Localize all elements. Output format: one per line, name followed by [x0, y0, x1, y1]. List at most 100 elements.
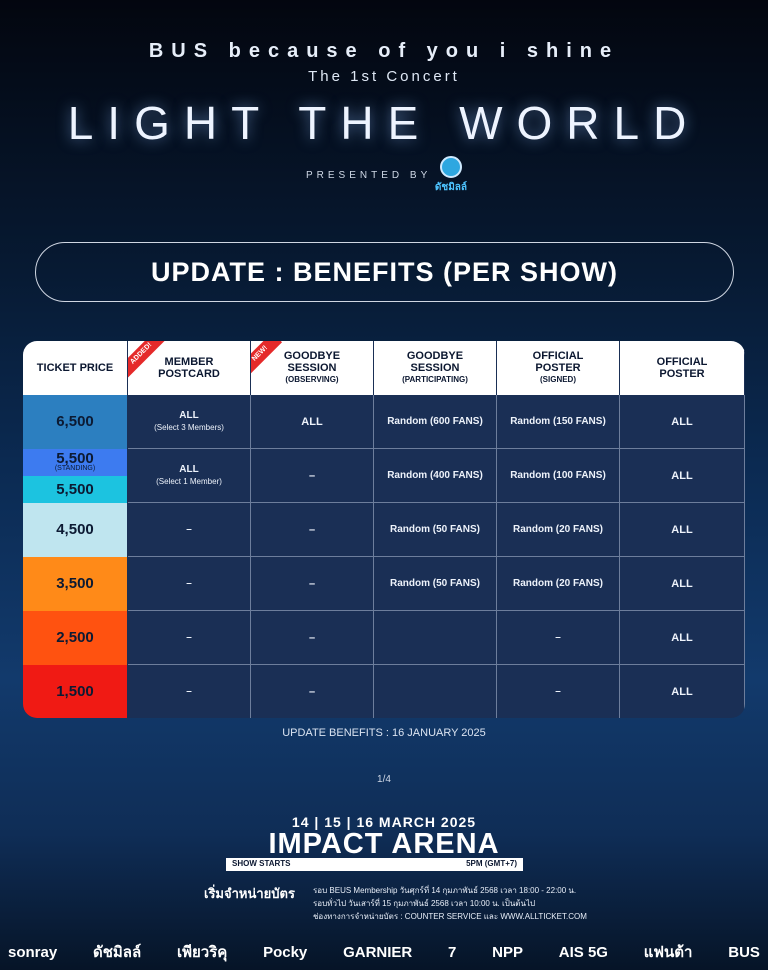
ticket-sale-details: รอบ BEUS Membership วันศุกร์ที่ 14 กุมภา…	[313, 884, 587, 923]
benefit-cell-participating: Random (50 FANS)	[374, 557, 497, 611]
sponsor-logo: เพียวริคุ	[176, 944, 228, 961]
benefit-value: –	[186, 523, 192, 535]
sponsor-logo: ดัชมิลล์	[92, 944, 142, 961]
header-label: MEMBER POSTCARD	[158, 356, 220, 380]
price-cell: 3,500	[23, 557, 128, 611]
benefit-cell-signed: –	[497, 665, 620, 718]
price-value: 6,500	[56, 413, 94, 430]
benefit-value: Random (50 FANS)	[389, 577, 480, 589]
benefit-value: ALL	[671, 631, 693, 644]
table-row: 4,500 – – Random (50 FANS) Random (20 FANS) A…	[23, 503, 745, 557]
concert-sub-title: The 1st Concert	[308, 68, 460, 85]
benefit-value: Random (20 FANS)	[512, 577, 603, 589]
benefit-cell-observing: –	[251, 503, 374, 557]
benefit-value: ALL	[671, 523, 693, 536]
header-cell: NEW! GOODBYE SESSION (OBSERVING)	[251, 341, 374, 395]
header-cell: ADDED! MEMBER POSTCARD	[128, 341, 251, 395]
table-row: 2,500 – – – ALL	[23, 611, 745, 665]
benefit-cell-signed: Random (20 FANS)	[497, 557, 620, 611]
header-cell: GOODBYE SESSION (PARTICIPATING)	[374, 341, 497, 395]
sponsor-logo: NPP	[492, 943, 523, 961]
benefit-cell-signed: Random (150 FANS)	[497, 395, 620, 449]
table-row: 5,500 (STANDING) 5,500 ALL (Select 1 Member)…	[23, 449, 745, 503]
ticket-price: 5,500	[23, 476, 128, 503]
benefit-value: ALL	[671, 577, 693, 590]
benefit-value: Random (150 FANS)	[510, 415, 606, 427]
sponsor-logo: AIS 5G	[558, 943, 608, 961]
header-cell: OFFICIAL POSTER (SIGNED)	[497, 341, 620, 395]
benefit-value: ALL	[671, 469, 693, 482]
header-cell: OFFICIAL POSTER	[620, 341, 745, 395]
benefit-value: Random (100 FANS)	[510, 469, 606, 481]
benefit-value: Random (50 FANS)	[389, 523, 480, 535]
header-label: GOODBYE SESSION	[406, 350, 464, 374]
price-value: 3,500	[56, 575, 94, 592]
price-value: 4,500	[56, 521, 94, 538]
ticket-price: 4,500	[23, 503, 128, 557]
benefits-table: TICKET PRICE ADDED! MEMBER POSTCARD NEW! GOO…	[23, 341, 745, 718]
price-value: 2,500	[56, 629, 94, 646]
benefit-cell-poster: ALL	[620, 503, 745, 557]
ticket-price: 2,500	[23, 611, 128, 665]
table-row: 1,500 – – – ALL	[23, 665, 745, 718]
benefit-cell-postcard: –	[128, 665, 251, 718]
benefit-cell-observing: –	[251, 557, 374, 611]
price-value: 5,500	[56, 480, 94, 498]
header-cell: TICKET PRICE	[23, 341, 128, 395]
benefit-cell-signed: –	[497, 611, 620, 665]
page-indicator: 1/4	[377, 774, 391, 785]
header-label: OFFICIAL POSTER	[532, 350, 584, 374]
benefit-cell-poster: ALL	[620, 557, 745, 611]
benefit-value: Random (600 FANS)	[387, 415, 483, 427]
header-label: GOODBYE SESSION	[283, 350, 341, 374]
sale-line-2: รอบทั่วไป วันเสาร์ที่ 15 กุมภาพันธ์ 2568…	[313, 899, 536, 908]
benefit-value: ALL	[179, 463, 199, 475]
table-row: 3,500 – – Random (50 FANS) Random (20 FANS) A…	[23, 557, 745, 611]
event-venue: IMPACT ARENA	[268, 828, 500, 860]
benefit-value: –	[308, 685, 316, 698]
ticket-price: 5,500 (STANDING)	[23, 449, 128, 476]
benefit-cell-poster: ALL	[620, 665, 745, 718]
table-row: 6,500 ALL (Select 3 Members) ALL Random (600…	[23, 395, 745, 449]
sale-line-3: ช่องทางการจำหน่ายบัตร : COUNTER SERVICE …	[313, 912, 587, 921]
benefit-cell-signed: Random (20 FANS)	[497, 503, 620, 557]
benefit-value: Random (20 FANS)	[512, 523, 603, 535]
show-starts-label: SHOW STARTS	[232, 859, 291, 868]
price-cell: 2,500	[23, 611, 128, 665]
concert-pre-title: BUS because of you i shine	[148, 40, 620, 62]
benefit-cell-participating	[374, 665, 497, 718]
header-sub-label: (SIGNED)	[540, 375, 576, 384]
benefit-cell-participating: Random (600 FANS)	[374, 395, 497, 449]
benefit-value: Random (400 FANS)	[387, 469, 483, 481]
update-footnote: UPDATE BENEFITS : 16 JANUARY 2025	[282, 727, 486, 739]
benefit-cell-postcard: –	[128, 611, 251, 665]
benefit-value: ALL	[179, 409, 199, 421]
benefit-cell-participating	[374, 611, 497, 665]
benefit-cell-postcard: –	[128, 503, 251, 557]
ticket-sale-title: เริ่มจำหน่ายบัตร	[204, 886, 295, 901]
benefit-value: ALL	[671, 685, 693, 698]
presenter-logo: ดัชมิลล์	[432, 156, 470, 196]
header-sub-label: (PARTICIPATING)	[402, 375, 468, 384]
benefit-note: (Select 1 Member)	[156, 476, 222, 486]
update-title: UPDATE : BENEFITS (PER SHOW)	[35, 242, 734, 302]
benefit-value: –	[555, 685, 561, 697]
header-sub-label: (OBSERVING)	[285, 375, 339, 384]
sponsor-logo: 7	[448, 943, 457, 961]
ticket-price: 1,500	[23, 665, 128, 718]
header-label: OFFICIAL POSTER	[656, 356, 708, 380]
price-value: 1,500	[56, 683, 94, 700]
ticket-price: 3,500	[23, 557, 128, 611]
benefit-value: ALL	[671, 415, 693, 428]
header-label: TICKET PRICE	[36, 362, 114, 374]
benefit-cell-observing: –	[251, 449, 374, 503]
sponsor-logo: sonray	[8, 943, 58, 961]
price-cell: 4,500	[23, 503, 128, 557]
presenter-logo-icon	[440, 156, 462, 178]
benefit-value: –	[308, 469, 316, 482]
benefit-value: –	[186, 685, 192, 697]
benefit-note: (Select 3 Members)	[154, 422, 224, 432]
benefit-value: ALL	[301, 415, 323, 428]
benefit-cell-poster: ALL	[620, 395, 745, 449]
sale-line-1: รอบ BEUS Membership วันศุกร์ที่ 14 กุมภา…	[313, 886, 577, 895]
